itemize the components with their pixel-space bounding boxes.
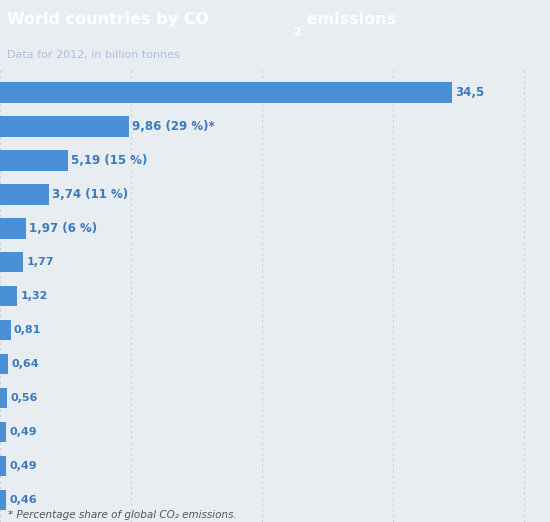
Bar xyxy=(170,70,192,522)
Bar xyxy=(0,116,129,137)
Text: 34,5: 34,5 xyxy=(455,86,485,99)
Text: Data for 2012, in billion tonnes: Data for 2012, in billion tonnes xyxy=(7,50,179,60)
Text: 0,56: 0,56 xyxy=(10,393,38,403)
Bar xyxy=(133,70,155,522)
Bar xyxy=(266,70,288,522)
Text: 0,49: 0,49 xyxy=(10,461,37,471)
Bar xyxy=(246,70,268,522)
Bar xyxy=(0,218,26,239)
Bar xyxy=(0,490,6,510)
Bar xyxy=(398,70,420,522)
Text: 9,86 (29 %)*: 9,86 (29 %)* xyxy=(133,120,215,133)
Text: 0,49: 0,49 xyxy=(10,427,37,437)
Text: 0,81: 0,81 xyxy=(14,325,41,335)
Bar xyxy=(360,70,382,522)
Bar xyxy=(0,184,49,205)
Text: 1,97 (6 %): 1,97 (6 %) xyxy=(29,222,97,235)
Bar xyxy=(152,70,174,522)
Bar xyxy=(57,70,79,522)
Bar xyxy=(0,422,7,442)
Text: emissions: emissions xyxy=(301,12,397,27)
Bar xyxy=(512,70,534,522)
Bar xyxy=(19,70,41,522)
Text: World countries by CO: World countries by CO xyxy=(7,12,208,27)
Text: 0,64: 0,64 xyxy=(12,359,39,369)
Bar xyxy=(0,456,7,476)
Bar xyxy=(531,70,550,522)
Bar xyxy=(208,70,230,522)
Bar xyxy=(38,70,60,522)
Bar xyxy=(0,354,8,374)
Bar xyxy=(190,70,212,522)
Bar xyxy=(493,70,515,522)
Bar xyxy=(0,252,23,272)
Bar xyxy=(0,150,68,171)
Bar xyxy=(0,320,10,340)
Bar xyxy=(0,82,452,103)
Text: * Percentage share of global CO₂ emissions.: * Percentage share of global CO₂ emissio… xyxy=(8,511,237,520)
Bar xyxy=(95,70,117,522)
Text: 1,77: 1,77 xyxy=(26,257,54,267)
Text: 0,46: 0,46 xyxy=(9,495,37,505)
Bar xyxy=(114,70,136,522)
Bar xyxy=(474,70,496,522)
Bar xyxy=(322,70,344,522)
Bar xyxy=(455,70,477,522)
Text: 1,32: 1,32 xyxy=(20,291,48,301)
Bar xyxy=(304,70,326,522)
Bar xyxy=(436,70,458,522)
Bar xyxy=(342,70,364,522)
Bar xyxy=(0,70,22,522)
Bar xyxy=(228,70,250,522)
Text: 2: 2 xyxy=(293,27,301,37)
Text: 5,19 (15 %): 5,19 (15 %) xyxy=(72,154,147,167)
Bar xyxy=(0,388,7,408)
Bar xyxy=(417,70,439,522)
Bar xyxy=(76,70,98,522)
Text: 3,74 (11 %): 3,74 (11 %) xyxy=(52,188,128,201)
Bar xyxy=(379,70,401,522)
Bar xyxy=(0,286,17,306)
Bar xyxy=(284,70,306,522)
